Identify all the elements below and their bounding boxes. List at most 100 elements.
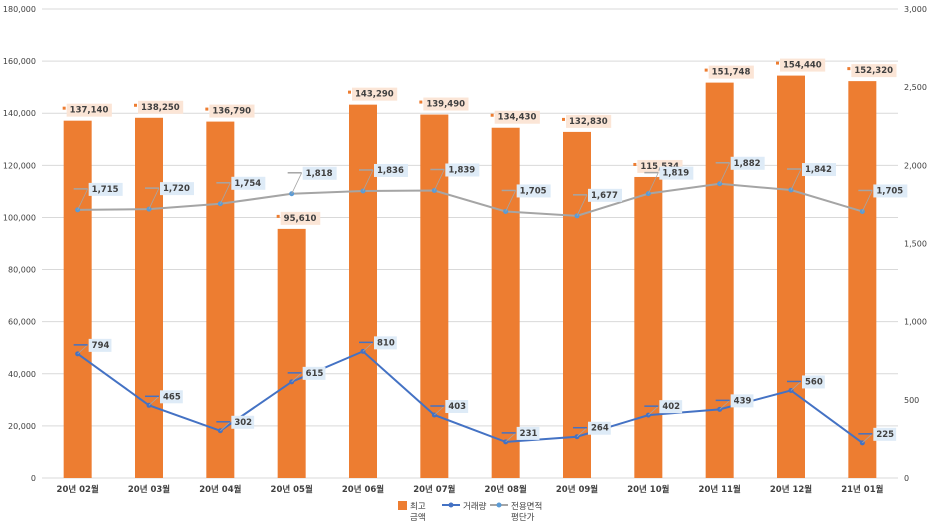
leader-line [148, 396, 160, 406]
leader-line [433, 169, 445, 191]
y-left-tick-label: 180,000 [3, 5, 36, 14]
leader-line [220, 421, 231, 432]
data-label-bg [160, 390, 183, 404]
data-label-bg [302, 166, 337, 180]
bar [491, 127, 520, 478]
bar [705, 82, 734, 478]
data-label-bg [494, 110, 540, 124]
x-tick-label: 21년 01월 [841, 484, 883, 495]
y-right-tick-label: 1,000 [904, 318, 927, 327]
data-label-key [776, 61, 779, 65]
bar [349, 104, 377, 478]
leader-line [505, 432, 516, 443]
bar-data-label: 95,610 [284, 214, 317, 224]
line-data-label: 1,818 [306, 169, 333, 179]
data-label-key [276, 214, 280, 218]
data-label-bg [231, 176, 266, 190]
line-data-label: 231 [520, 429, 538, 439]
y-left-tick-label: 140,000 [3, 109, 36, 118]
data-label-key [704, 68, 708, 72]
line-data-label: 560 [805, 377, 823, 387]
leader-line [719, 162, 731, 184]
line-data-label: 1,842 [805, 165, 832, 175]
line-data-label: 1,715 [92, 185, 119, 195]
data-label-bg [851, 64, 897, 78]
line-data-label: 1,882 [734, 159, 761, 169]
line-data-label: 810 [377, 338, 395, 348]
bar-data-label: 152,320 [854, 66, 893, 76]
x-tick-label: 20년 11월 [699, 484, 741, 495]
leader-line [862, 433, 873, 444]
data-label-key [62, 106, 66, 110]
y-right-tick-label: 2,000 [904, 161, 927, 170]
data-label-bg [374, 336, 397, 350]
data-label-bg [802, 375, 825, 389]
data-label-key [490, 113, 494, 117]
data-label-key [419, 100, 423, 104]
y-left-tick-label: 160,000 [3, 57, 36, 66]
bar-data-label: 132,830 [569, 117, 608, 127]
leader-line [790, 381, 802, 391]
bar-data-label: 143,290 [355, 90, 394, 100]
bar [563, 131, 591, 478]
bar [206, 121, 235, 478]
x-tick-label: 20년 02월 [57, 484, 99, 495]
data-label-bg [588, 188, 622, 202]
data-label-key [633, 162, 637, 166]
line-data-label: 465 [163, 392, 181, 402]
data-label-bg [659, 166, 694, 180]
bar [277, 228, 306, 478]
data-label-bg [780, 58, 826, 72]
line-data-label: 1,836 [377, 166, 404, 176]
data-label-bg [352, 87, 398, 101]
y-left-tick-label: 100,000 [3, 213, 36, 222]
leader-line [77, 344, 88, 355]
data-label-bg [445, 163, 480, 177]
bar-data-label: 138,250 [141, 103, 180, 113]
leader-line [861, 190, 873, 212]
y-left-tick-label: 80,000 [8, 266, 36, 275]
leader-line [148, 187, 160, 210]
leader-line [77, 188, 89, 211]
line-data-label: 794 [92, 341, 110, 351]
line-data-label: 615 [306, 369, 324, 379]
line-data-label: 302 [234, 418, 252, 428]
bar-data-label: 137,140 [70, 106, 109, 116]
leader-line [647, 172, 659, 194]
line-data-label: 403 [448, 402, 466, 412]
leader-line [790, 168, 802, 191]
line-data-label: 1,705 [520, 186, 547, 196]
data-label-bg [566, 114, 612, 128]
leader-line [576, 194, 588, 217]
data-label-bg [302, 366, 326, 380]
bar [848, 81, 877, 479]
data-label-bg [374, 163, 408, 177]
data-label-bg [516, 184, 551, 198]
line-data-label: 1,705 [876, 186, 903, 196]
leader-line [648, 405, 659, 416]
line-data-label: 264 [591, 424, 609, 434]
bar [135, 117, 163, 478]
line-data-label: 439 [734, 396, 752, 406]
x-tick-label: 20년 05월 [271, 484, 313, 495]
leader-line [434, 405, 445, 416]
leader-line [576, 427, 588, 438]
x-tick-label: 20년 04월 [199, 484, 241, 495]
data-label-bg [88, 182, 123, 196]
x-tick-label: 20년 09월 [556, 484, 598, 495]
data-label-bg [231, 415, 255, 429]
y-left-tick-label: 120,000 [3, 161, 36, 170]
data-label-bg [66, 103, 112, 117]
leader-line [719, 400, 730, 410]
line-data-label: 225 [876, 430, 894, 440]
bar-data-label: 154,440 [783, 61, 822, 71]
data-label-bg [423, 97, 469, 111]
line-data-label: 402 [662, 402, 680, 412]
leader-line [362, 342, 374, 352]
line-data-label: 1,677 [591, 191, 618, 201]
legend-label: 전용면적 [511, 501, 542, 512]
bar [777, 75, 805, 479]
data-label-bg [516, 426, 540, 440]
